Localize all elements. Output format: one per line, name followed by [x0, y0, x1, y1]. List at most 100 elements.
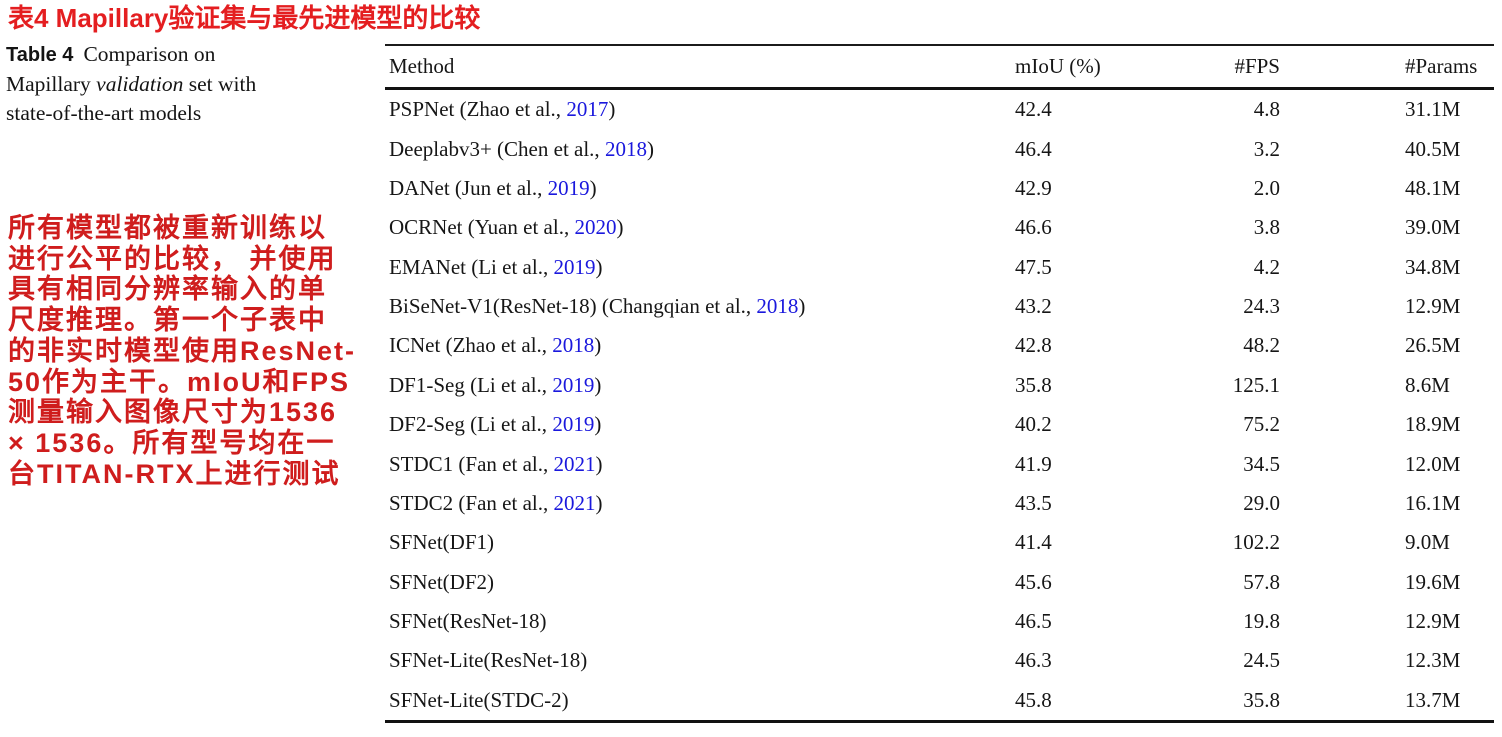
method-name: PSPNet (Zhao et al., [389, 97, 567, 122]
params-cell: 9.0M [1405, 530, 1450, 555]
table-row: DF1-Seg (Li et al., 2019) 35.8 125.1 8.6… [385, 366, 1494, 405]
method-cell: DF2-Seg (Li et al., 2019) [385, 412, 1010, 437]
table-body: PSPNet (Zhao et al., 2017) 42.4 4.8 31.1… [385, 90, 1494, 723]
miou-cell: 45.8 [1015, 687, 1052, 712]
method-cell: STDC1 (Fan et al., 2021) [385, 452, 1010, 477]
caption-line-3: state-of-the-art models [6, 99, 256, 128]
params-cell: 12.3M [1405, 648, 1461, 673]
method-name: BiSeNet-V1(ResNet-18) (Changqian et al., [389, 294, 757, 319]
table-row: SFNet-Lite(STDC-2) 45.8 35.8 13.7M [385, 681, 1494, 720]
citation-year-link[interactable]: 2019 [553, 254, 596, 279]
citation-year-link[interactable]: 2018 [552, 333, 595, 358]
params-cell: 34.8M [1405, 254, 1461, 279]
table-row: STDC1 (Fan et al., 2021) 41.9 34.5 12.0M [385, 444, 1494, 483]
method-cell: STDC2 (Fan et al., 2021) [385, 491, 1010, 516]
table-row: SFNet-Lite(ResNet-18) 46.3 24.5 12.3M [385, 641, 1494, 680]
table-row: SFNet(DF1) 41.4 102.2 9.0M [385, 523, 1494, 562]
table-title-zh: 表4 Mapillary验证集与最先进模型的比较 [8, 3, 481, 33]
table-row: ICNet (Zhao et al., 2018) 42.8 48.2 26.5… [385, 326, 1494, 365]
params-cell: 12.0M [1405, 451, 1461, 476]
miou-cell: 46.4 [1015, 136, 1052, 161]
caption-line-2: Mapillary validation set with [6, 70, 256, 99]
fps-cell: 29.0 [1243, 490, 1280, 515]
method-name-close: ) [594, 372, 602, 397]
fps-cell: 3.2 [1253, 136, 1280, 161]
table-row: BiSeNet-V1(ResNet-18) (Changqian et al.,… [385, 287, 1494, 326]
citation-year-link[interactable]: 2019 [552, 412, 595, 437]
citation-year-link[interactable]: 2020 [574, 215, 617, 240]
method-cell: SFNet(DF1) [385, 530, 1010, 555]
table-row: Deeplabv3+ (Chen et al., 2018) 46.4 3.2 … [385, 129, 1494, 168]
miou-cell: 43.5 [1015, 490, 1052, 515]
fps-cell: 19.8 [1243, 609, 1280, 634]
fps-cell: 35.8 [1243, 687, 1280, 712]
caption-text-2a: Mapillary [6, 72, 97, 96]
method-name-close: ) [595, 490, 603, 515]
miou-cell: 43.2 [1015, 294, 1052, 319]
params-cell: 39.0M [1405, 215, 1461, 240]
miou-cell: 42.4 [1015, 97, 1052, 122]
method-name: SFNet-Lite(ResNet-18) [389, 648, 588, 673]
fps-cell: 34.5 [1243, 451, 1280, 476]
params-cell: 18.9M [1405, 412, 1461, 437]
miou-cell: 46.3 [1015, 648, 1052, 673]
fps-cell: 125.1 [1232, 372, 1280, 397]
method-cell: DF1-Seg (Li et al., 2019) [385, 373, 1010, 398]
citation-year-link[interactable]: 2021 [553, 451, 596, 476]
params-cell: 12.9M [1405, 294, 1461, 319]
citation-year-link[interactable]: 2019 [552, 372, 595, 397]
citation-year-link[interactable]: 2019 [547, 175, 590, 200]
method-cell: SFNet(ResNet-18) [385, 609, 1010, 634]
col-header-params: #Params [1405, 54, 1478, 78]
table-row: EMANet (Li et al., 2019) 47.5 4.2 34.8M [385, 248, 1494, 287]
col-header-method: Method [389, 54, 455, 78]
col-header-fps: #FPS [1234, 54, 1280, 78]
caption-line-1: Table 4 Comparison on [6, 40, 256, 70]
method-name-close: ) [595, 254, 603, 279]
table-row: PSPNet (Zhao et al., 2017) 42.4 4.8 31.1… [385, 90, 1494, 129]
table-row: OCRNet (Yuan et al., 2020) 46.6 3.8 39.0… [385, 208, 1494, 247]
fps-cell: 4.2 [1253, 254, 1280, 279]
method-name: OCRNet (Yuan et al., [389, 215, 575, 240]
table-row: SFNet(DF2) 45.6 57.8 19.6M [385, 563, 1494, 602]
params-cell: 8.6M [1405, 372, 1450, 397]
col-header-miou: mIoU (%) [1015, 54, 1101, 78]
table-row: STDC2 (Fan et al., 2021) 43.5 29.0 16.1M [385, 484, 1494, 523]
method-name: ICNet (Zhao et al., [389, 333, 553, 358]
fps-cell: 48.2 [1243, 333, 1280, 358]
miou-cell: 42.8 [1015, 333, 1052, 358]
method-name-close: ) [595, 451, 603, 476]
method-name-close: ) [798, 294, 806, 319]
caption-text-1: Comparison on [83, 42, 216, 66]
fps-cell: 24.5 [1243, 648, 1280, 673]
fps-cell: 102.2 [1232, 530, 1280, 555]
citation-year-link[interactable]: 2021 [553, 490, 596, 515]
comparison-table: Method mIoU (%) #FPS #Params PSPNet (Zha… [385, 44, 1494, 723]
method-name: DF2-Seg (Li et al., [389, 412, 553, 437]
citation-year-link[interactable]: 2018 [756, 294, 799, 319]
citation-year-link[interactable]: 2017 [566, 97, 609, 122]
caption-text-2b: set with [183, 72, 257, 96]
params-cell: 26.5M [1405, 333, 1461, 358]
params-cell: 40.5M [1405, 136, 1461, 161]
fps-cell: 75.2 [1243, 412, 1280, 437]
method-name: STDC1 (Fan et al., [389, 451, 554, 476]
table-row: DANet (Jun et al., 2019) 42.9 2.0 48.1M [385, 169, 1494, 208]
citation-year-link[interactable]: 2018 [604, 136, 647, 161]
method-cell: EMANet (Li et al., 2019) [385, 255, 1010, 280]
miou-cell: 41.4 [1015, 530, 1052, 555]
method-cell: Deeplabv3+ (Chen et al., 2018) [385, 137, 1010, 162]
method-name: STDC2 (Fan et al., [389, 490, 554, 515]
method-name-close: ) [616, 215, 624, 240]
method-name-close: ) [589, 175, 597, 200]
miou-cell: 40.2 [1015, 412, 1052, 437]
fps-cell: 2.0 [1253, 175, 1280, 200]
table-caption: Table 4 Comparison on Mapillary validatio… [6, 40, 256, 128]
method-name-close: ) [608, 97, 616, 122]
fps-cell: 4.8 [1253, 97, 1280, 122]
method-name: DF1-Seg (Li et al., [389, 372, 553, 397]
method-name-close: ) [646, 136, 654, 161]
table-row: SFNet(ResNet-18) 46.5 19.8 12.9M [385, 602, 1494, 641]
fps-cell: 3.8 [1253, 215, 1280, 240]
method-cell: BiSeNet-V1(ResNet-18) (Changqian et al.,… [385, 294, 1010, 319]
